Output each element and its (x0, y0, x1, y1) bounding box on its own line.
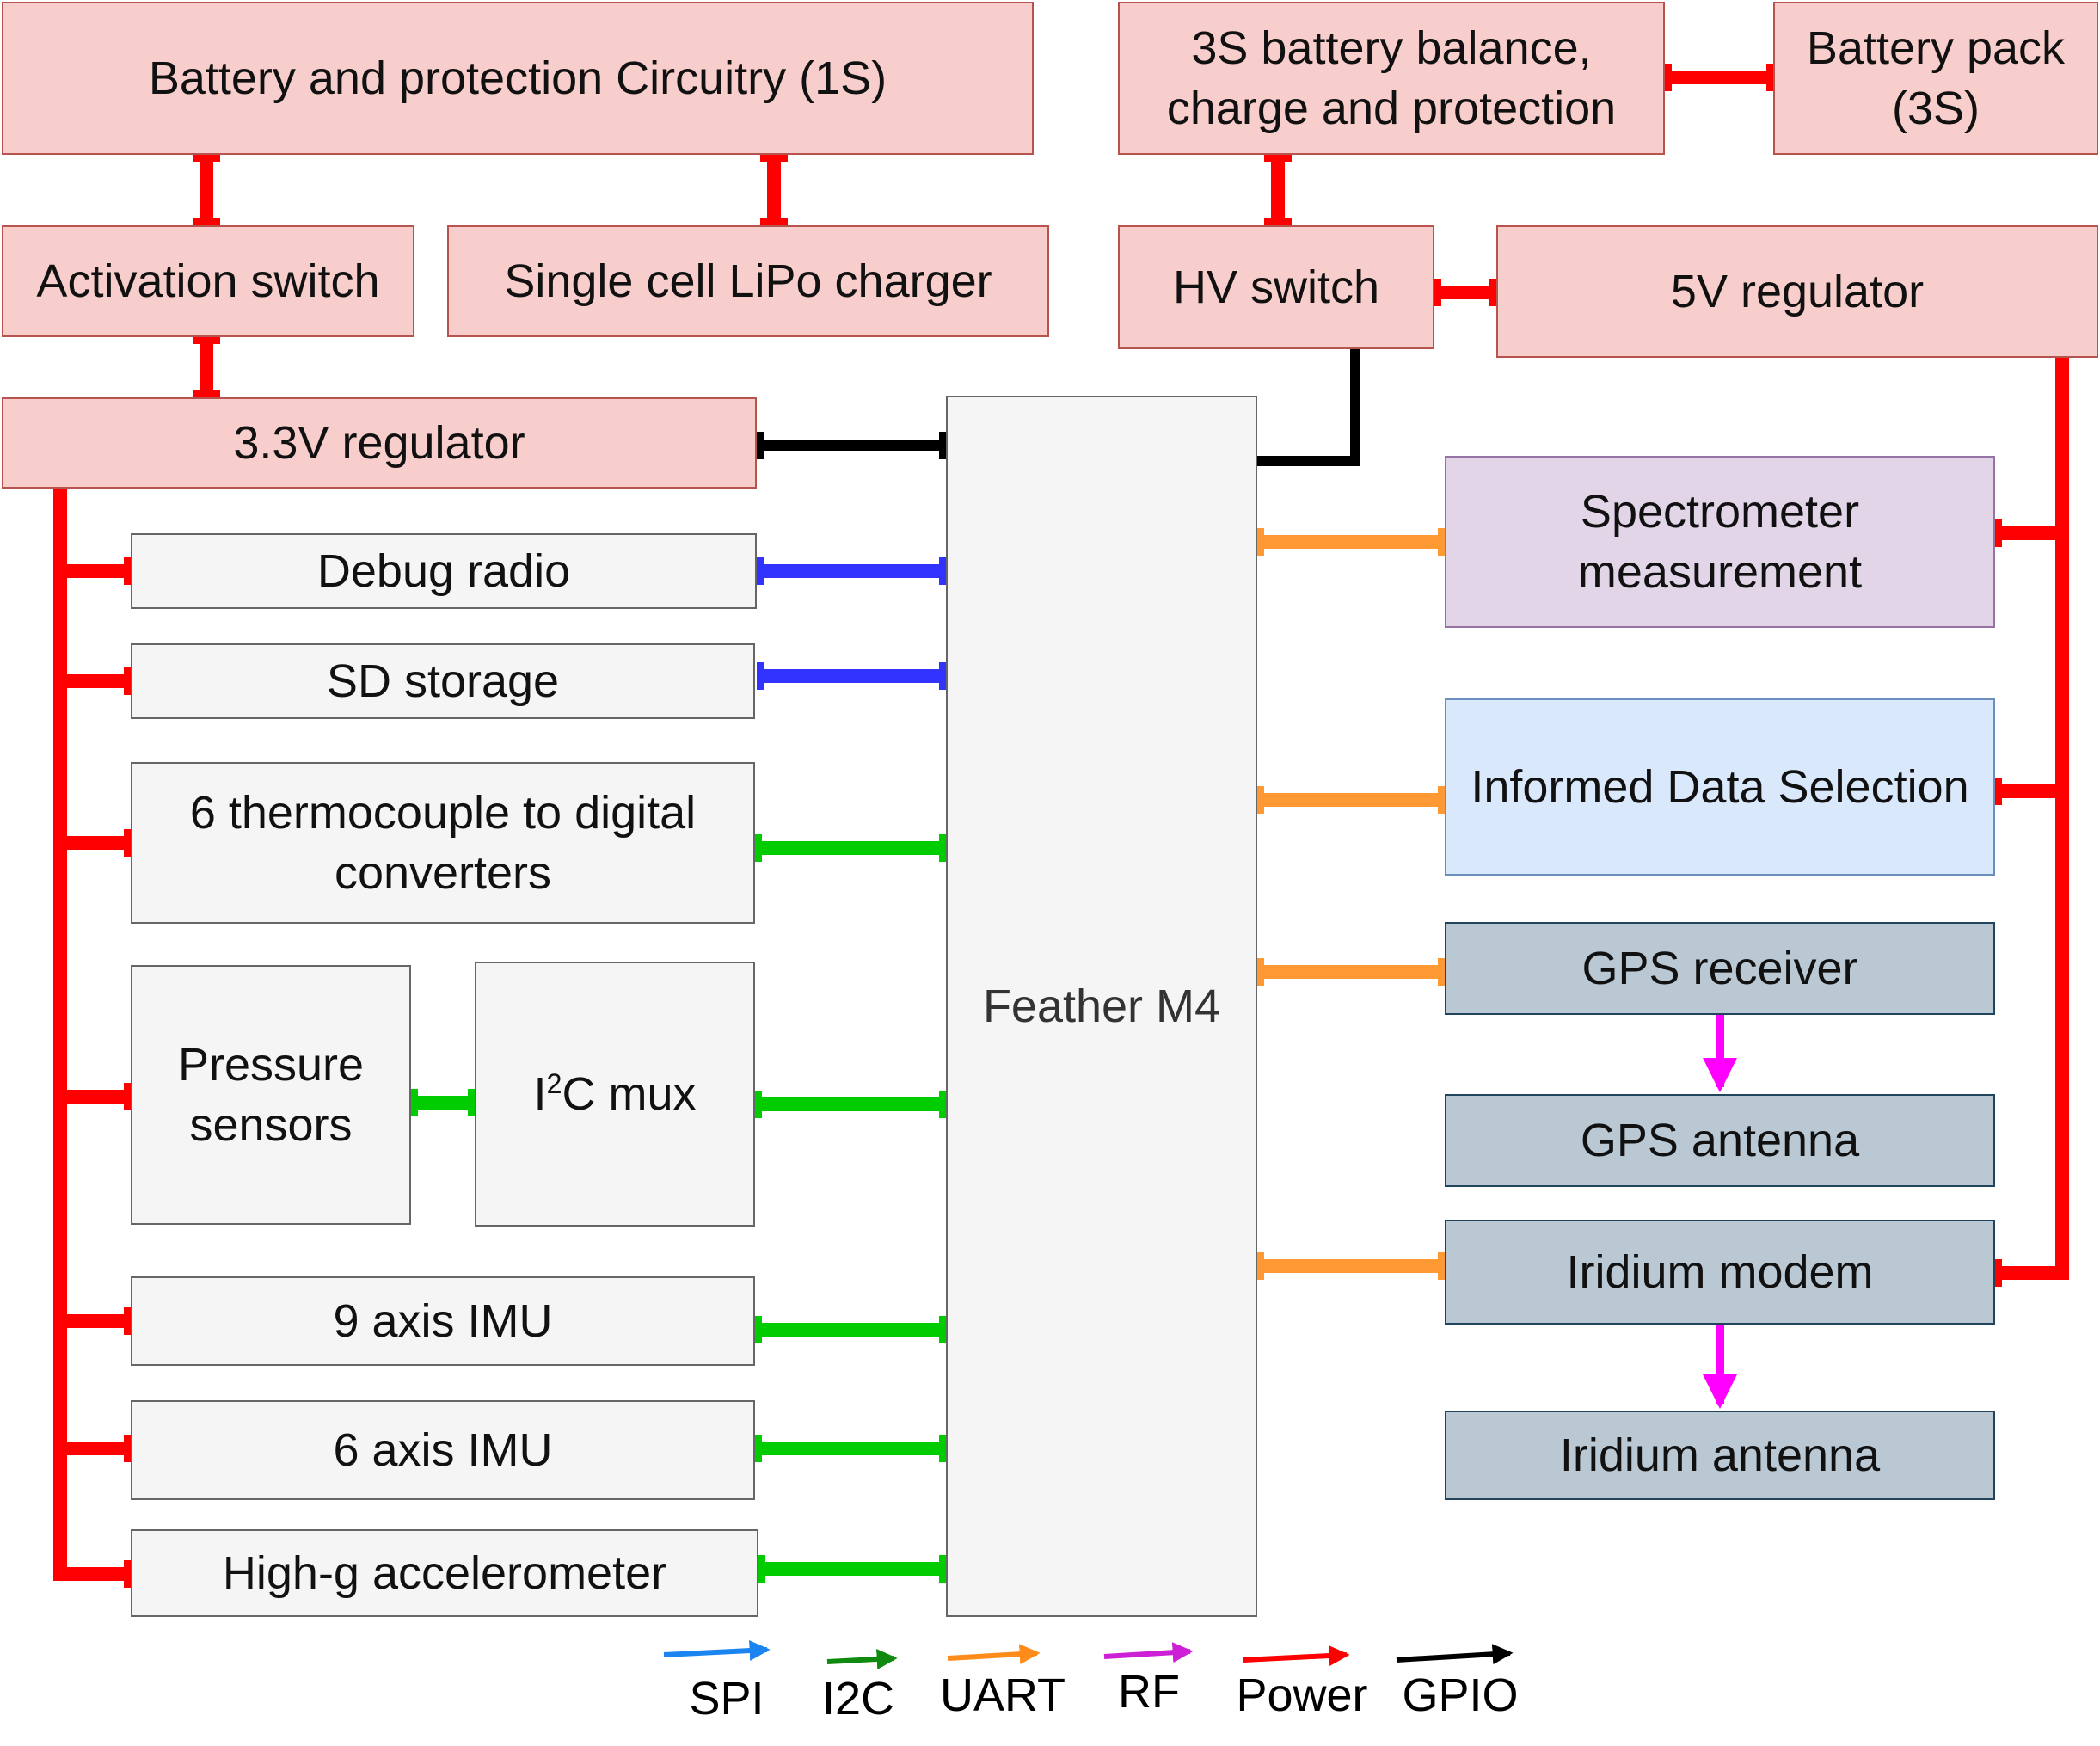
i2c-wire-caps (411, 834, 946, 1583)
legend-label-i2c: I2C (821, 1673, 895, 1724)
legend-label-spi: SPI (689, 1673, 764, 1724)
lipo-charger-block: Single cell LiPo charger (447, 225, 1049, 337)
battery-pack-3s-label: Battery pack (3S) (1806, 22, 2066, 134)
legend-label-power: Power (1236, 1669, 1368, 1721)
legend-label-uart: UART (939, 1669, 1066, 1721)
iridium-modem-label: Iridium modem (1566, 1245, 1874, 1298)
regulator-3v3-label: 3.3V regulator (233, 416, 525, 469)
spectrometer-block: Spectrometer measurement (1445, 456, 1995, 628)
imu-6-axis-block: 6 axis IMU (131, 1400, 755, 1500)
regulator-3v3-block: 3.3V regulator (2, 397, 757, 489)
feather-m4-block: Feather M4 (946, 396, 1257, 1617)
balance-3s-block: 3S battery balance, charge and protectio… (1118, 2, 1665, 155)
feather-m4-label: Feather M4 (982, 980, 1221, 1032)
activation-switch-label: Activation switch (36, 255, 380, 307)
regulator-5v-label: 5V regulator (1670, 265, 1925, 317)
legend-arrow-rf (1103, 1642, 1194, 1663)
gps-receiver-block: GPS receiver (1445, 922, 1995, 1015)
imu-9-axis-block: 9 axis IMU (131, 1276, 755, 1366)
debug-radio-label: Debug radio (316, 544, 571, 597)
lipo-charger-label: Single cell LiPo charger (504, 255, 992, 307)
gps-receiver-label: GPS receiver (1581, 942, 1858, 994)
pressure-sensors-label: Pressure sensors (177, 1038, 365, 1151)
imu-6-axis-label: 6 axis IMU (333, 1423, 553, 1476)
balance-3s-label: 3S battery balance, charge and protectio… (1166, 22, 1617, 134)
gps-antenna-label: GPS antenna (1580, 1114, 1860, 1166)
gps-antenna-block: GPS antenna (1445, 1094, 1995, 1187)
i2c-mux-label: I2C mux (533, 1064, 696, 1124)
i2c-mux-label-post: C mux (562, 1067, 697, 1120)
hv-switch-label: HV switch (1172, 261, 1380, 313)
regulator-5v-block: 5V regulator (1496, 225, 2098, 358)
legend-arrow-power (1243, 1645, 1350, 1667)
gpio-wires (757, 349, 1360, 466)
i2c-wires (411, 841, 946, 1576)
legend-arrow-spi (663, 1640, 771, 1662)
legend-label-rf: RF (1118, 1666, 1180, 1718)
activation-switch-block: Activation switch (2, 225, 414, 337)
i2c-mux-label-sup: 2 (546, 1067, 562, 1099)
spi-wires (757, 564, 946, 683)
spi-wire-caps (757, 557, 946, 690)
informed-data-selection-block: Informed Data Selection (1445, 698, 1995, 876)
battery-protection-block: Battery and protection Circuitry (1S) (2, 2, 1034, 155)
legend-arrow-i2c (826, 1649, 898, 1670)
gpio-wire-caps (757, 432, 946, 459)
i2c-mux-label-pre: I (533, 1067, 547, 1120)
iridium-antenna-block: Iridium antenna (1445, 1411, 1995, 1500)
legend-label-gpio: GPIO (1402, 1669, 1519, 1721)
iridium-modem-block: Iridium modem (1445, 1220, 1995, 1325)
thermocouple-label: 6 thermocouple to digital converters (189, 786, 697, 899)
debug-radio-block: Debug radio (131, 533, 757, 609)
hv-switch-block: HV switch (1118, 225, 1434, 349)
uart-wire-caps (1257, 528, 1445, 1280)
thermocouple-block: 6 thermocouple to digital converters (131, 762, 755, 924)
informed-data-selection-label: Informed Data Selection (1471, 760, 1969, 813)
high-g-accelerometer-block: High-g accelerometer (131, 1529, 758, 1617)
high-g-accelerometer-label: High-g accelerometer (222, 1546, 667, 1599)
uart-wires (1257, 535, 1445, 1273)
imu-9-axis-label: 9 axis IMU (333, 1294, 553, 1347)
i2c-mux-block: I2C mux (475, 962, 755, 1227)
power-wire-caps (124, 64, 2002, 1588)
sd-storage-label: SD storage (326, 655, 560, 707)
power-wires (53, 71, 2069, 1581)
legend-arrow-gpio (1396, 1644, 1514, 1665)
iridium-antenna-label: Iridium antenna (1559, 1429, 1881, 1481)
pressure-sensors-block: Pressure sensors (131, 965, 411, 1225)
legend-arrow-uart (947, 1644, 1041, 1665)
legend-arrows (663, 1640, 1514, 1670)
sd-storage-block: SD storage (131, 643, 755, 719)
battery-pack-3s-block: Battery pack (3S) (1773, 2, 2098, 155)
battery-protection-label: Battery and protection Circuitry (1S) (148, 52, 887, 104)
spectrometer-label: Spectrometer measurement (1577, 485, 1863, 598)
